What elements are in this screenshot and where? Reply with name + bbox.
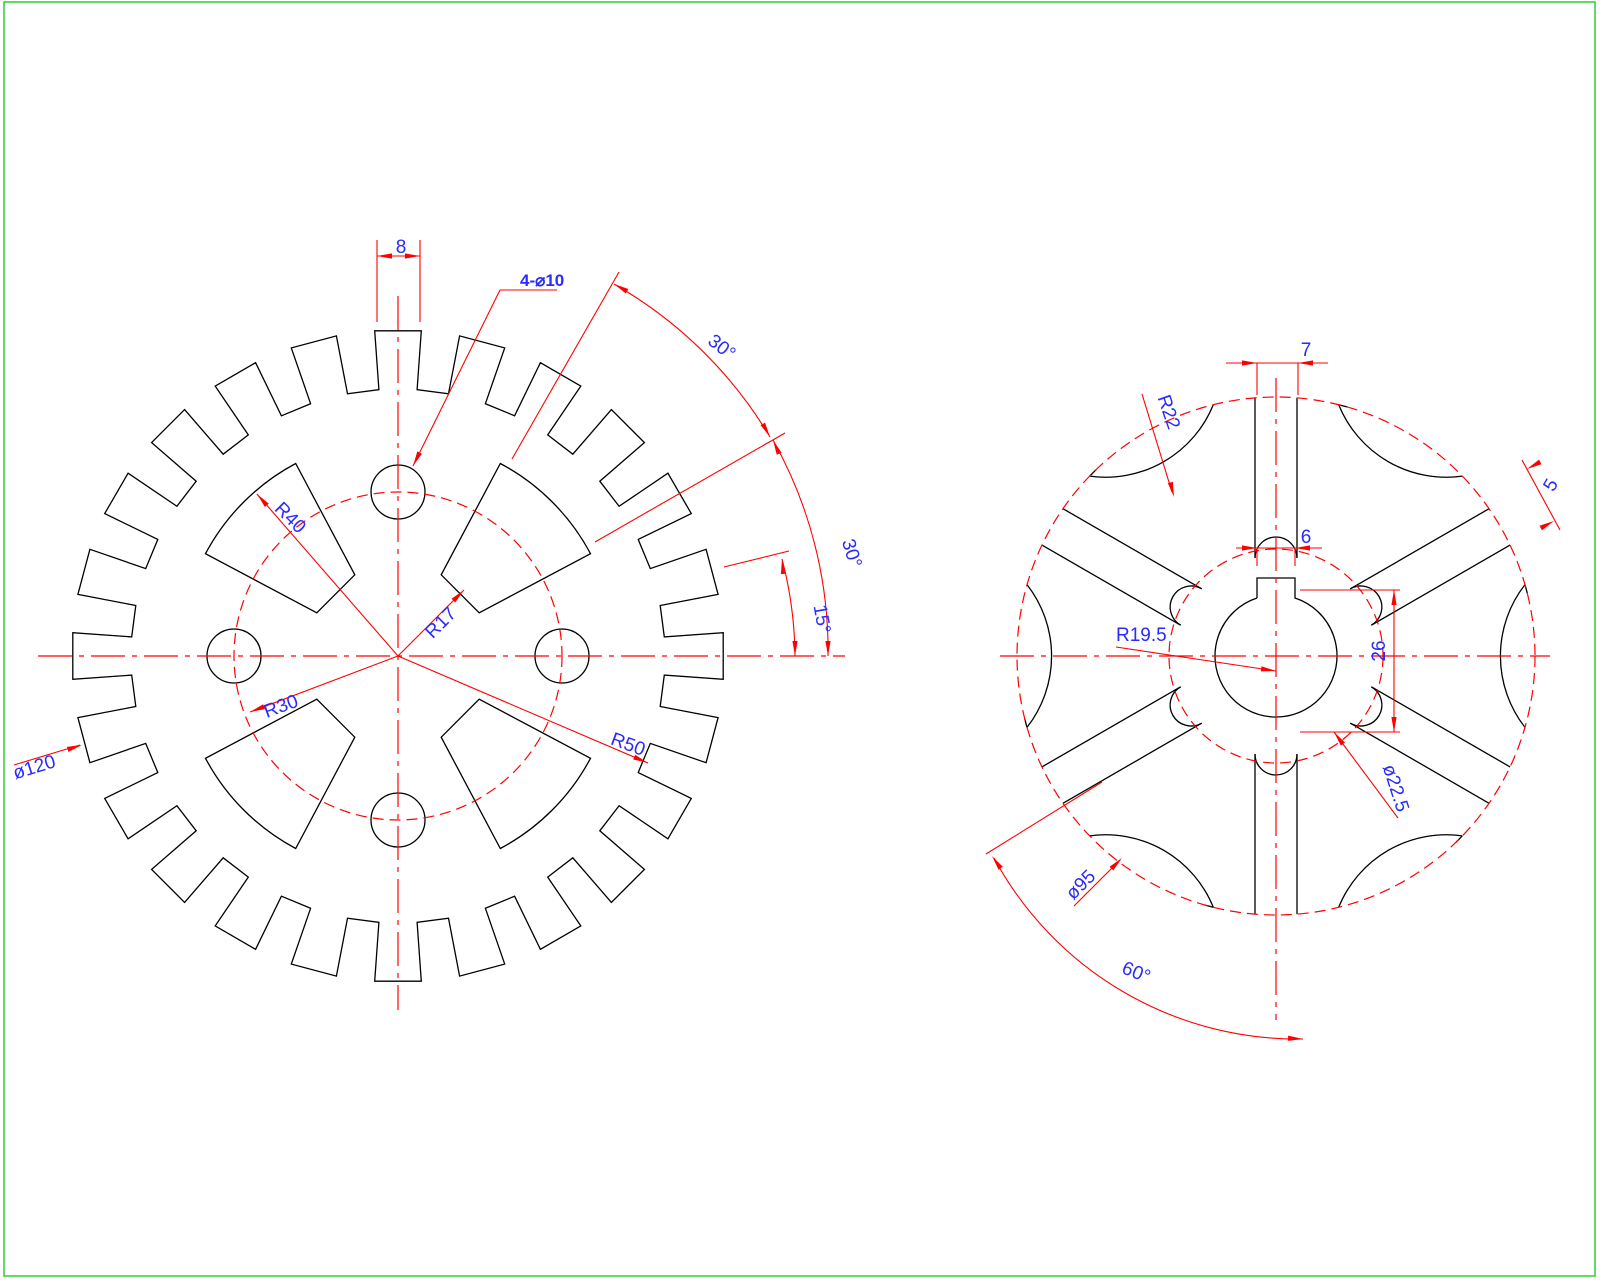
dim-dia95: ø95	[1062, 866, 1100, 904]
scallop-arc	[1338, 404, 1463, 478]
arrowhead	[377, 253, 392, 259]
r40-leader	[256, 493, 399, 657]
slot-edge	[1371, 686, 1511, 768]
angle-60-arc	[993, 857, 1304, 1040]
arrowhead	[633, 754, 648, 763]
dim-slot-width: 7	[1301, 340, 1312, 361]
arrowhead	[66, 745, 82, 752]
r50-leader	[397, 655, 649, 764]
dia22-5-leader	[1333, 731, 1399, 819]
arrowhead	[1287, 1035, 1303, 1041]
arrowhead	[992, 856, 1003, 870]
arrowhead	[1391, 717, 1397, 732]
slot-edge	[1041, 686, 1181, 768]
slot-end-arc	[1169, 585, 1202, 626]
dim-angle-30-upper: 30°	[704, 331, 740, 365]
dim-dia120: ø120	[11, 751, 59, 784]
r17-leader	[397, 589, 465, 657]
arrowhead	[257, 494, 269, 508]
dim-r50: R50	[608, 729, 648, 761]
angle-extension-30	[511, 271, 620, 460]
dim-angle-15: 15°	[809, 603, 835, 635]
dim-r30: R30	[261, 691, 301, 723]
arrowhead	[1167, 481, 1174, 497]
scallop-arc	[1089, 404, 1214, 478]
arrowhead	[1242, 360, 1257, 366]
wheel-center-lines	[1000, 378, 1550, 1020]
drawing-border	[3, 1, 1596, 1277]
arrowhead	[1242, 545, 1257, 551]
dim-dia22-5: ø22.5	[1378, 762, 1413, 815]
gear-dimension-lines	[13, 240, 831, 766]
angle-arc-30-lower	[772, 439, 829, 657]
dim-angle-60: 60°	[1119, 958, 1154, 988]
slot-end-arc	[1169, 686, 1202, 727]
dim-key-depth: 26	[1369, 640, 1390, 661]
r19-5-leader	[1115, 646, 1277, 672]
leader-line	[412, 289, 501, 467]
dim-r40: R40	[270, 498, 309, 537]
slot-5-line	[1521, 459, 1561, 531]
dim-holes-callout: 4-⌀10	[520, 271, 564, 290]
scallop-arc	[1338, 834, 1463, 908]
arrowhead	[1334, 732, 1346, 746]
scallop-arc	[1026, 584, 1053, 728]
arrowhead	[760, 422, 770, 437]
slot-edge	[1041, 544, 1181, 626]
angle-60-extension	[985, 781, 1103, 855]
arrowhead	[1527, 459, 1542, 469]
sector-window	[440, 462, 592, 614]
sector-window	[440, 698, 592, 850]
scallop-arc	[1089, 834, 1214, 908]
arrowhead	[1109, 858, 1122, 871]
slot-edge	[1062, 508, 1202, 590]
gear-center-lines	[38, 296, 845, 1010]
arrowhead	[413, 451, 422, 466]
bore-with-keyway	[1214, 577, 1338, 718]
pitch-circle	[233, 491, 563, 821]
r30-leader	[249, 655, 399, 713]
dim-r19-5: R19.5	[1116, 625, 1167, 646]
arrowhead	[1391, 590, 1397, 605]
slot-edge	[1350, 722, 1490, 804]
sector-window	[204, 462, 356, 614]
slot-edge	[1062, 722, 1202, 804]
arrowhead	[1539, 521, 1554, 531]
angle-arc-30-upper	[613, 283, 771, 438]
dim-slot-5: 5	[1539, 475, 1562, 495]
angle-extension-0	[594, 432, 786, 543]
gear-view: 8 4-⌀10 30° 30° 15° R40 R17 R30 R50 ø120	[11, 237, 866, 1010]
outer-circle	[1016, 396, 1536, 916]
slot-end-arc	[1350, 585, 1383, 626]
slot-end-circle	[1168, 548, 1384, 764]
slot-edge	[1371, 544, 1511, 626]
gear-sector-windows	[204, 462, 592, 850]
wheel-dimension-lines	[985, 360, 1561, 1041]
r22-leader	[1141, 393, 1173, 493]
sector-window	[204, 698, 356, 850]
dim-key-width: 6	[1301, 527, 1312, 548]
angle-extension-15	[723, 550, 790, 568]
arrowhead	[1298, 360, 1313, 366]
slot-end-arc	[1350, 686, 1383, 727]
dim-angle-30-lower: 30°	[837, 537, 865, 571]
arrowhead	[614, 284, 629, 294]
slot-edge	[1350, 508, 1490, 590]
gear-tooth-profile	[72, 330, 724, 982]
arrowhead	[773, 440, 782, 455]
arrowhead	[1295, 545, 1310, 551]
wheel-outline	[1024, 397, 1528, 915]
arrowhead	[1260, 666, 1276, 672]
arrowhead	[825, 641, 831, 656]
dim-r17: R17	[421, 603, 460, 642]
arrowhead	[792, 641, 798, 656]
arrowhead	[250, 704, 265, 712]
arrowhead	[780, 559, 787, 575]
wheel-view: 7 6 R22 5 R19.5 26 ø22.5 ø95 60°	[985, 340, 1563, 1041]
arrowhead	[405, 253, 420, 259]
arrowhead	[451, 590, 464, 603]
dim-tooth-width: 8	[396, 237, 407, 258]
